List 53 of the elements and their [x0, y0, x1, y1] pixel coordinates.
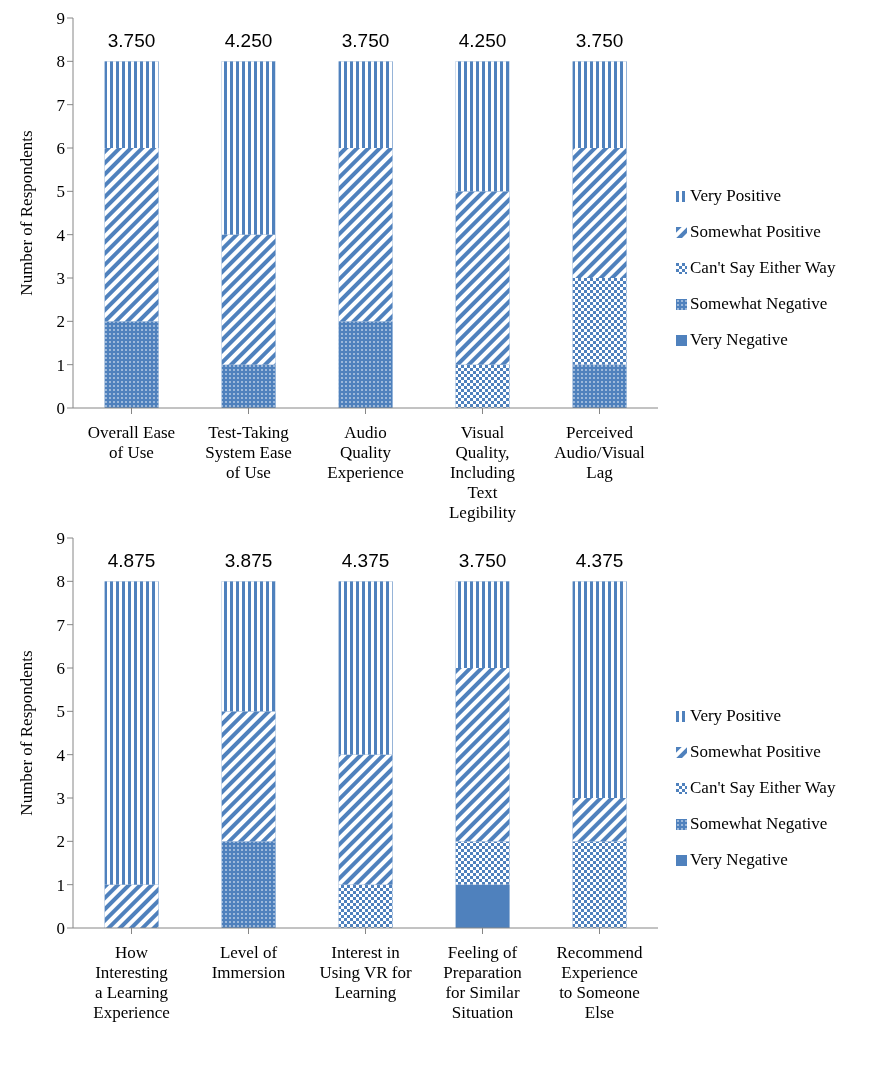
y-tick-label: 3	[56, 789, 65, 809]
y-tick-label: 2	[56, 312, 65, 332]
legend-label: Somewhat Negative	[690, 294, 828, 314]
legend-label: Somewhat Positive	[690, 222, 821, 242]
bar	[455, 884, 510, 928]
x-tick-label: Level of Immersion	[211, 943, 286, 982]
annotation: 4.375	[341, 550, 390, 572]
legend-label: Can't Say Either Way	[690, 778, 836, 798]
annotation: 3.750	[341, 30, 390, 52]
annotation: 4.250	[458, 30, 507, 52]
x-tick-label: Overall Ease of Use	[87, 423, 176, 462]
legend-label: Somewhat Positive	[690, 742, 821, 762]
legend-label: Very Negative	[690, 850, 788, 870]
y-tick-label: 6	[56, 139, 65, 159]
y-tick-label: 5	[56, 182, 65, 202]
annotation: 4.375	[575, 550, 624, 572]
y-tick-label: 7	[56, 95, 66, 115]
legend-label: Very Positive	[690, 186, 782, 206]
annotation: 3.875	[224, 550, 273, 572]
y-tick-label: 1	[56, 355, 65, 375]
y-tick-label: 3	[56, 269, 65, 289]
x-tick-label: Recommend Experience to Someone Else	[556, 943, 643, 1022]
y-tick-label: 9	[56, 529, 65, 549]
annotation: 3.750	[575, 30, 624, 52]
legend-label: Can't Say Either Way	[690, 258, 836, 278]
annotation: 3.750	[458, 550, 507, 572]
x-tick-label: Audio Quality Experience	[327, 423, 404, 482]
x-tick-label: Feeling of Preparation for Similar Situation	[443, 943, 523, 1022]
x-tick-label: Visual Quality, Including Text Legibility	[448, 423, 517, 522]
x-tick-label: How Interesting a Learning Experience	[93, 943, 170, 1022]
x-tick-label: Test-Taking System Ease of Use	[205, 423, 292, 482]
y-tick-label: 1	[56, 875, 65, 895]
legend-label: Very Positive	[690, 706, 782, 726]
y-axis-title: Number of Respondents	[17, 650, 37, 816]
legend-label: Somewhat Negative	[690, 814, 828, 834]
y-axis-title: Number of Respondents	[17, 130, 37, 296]
y-tick-label: 4	[56, 745, 66, 765]
y-tick-label: 2	[56, 832, 65, 852]
y-tick-label: 6	[56, 659, 65, 679]
x-tick-label: Perceived Audio/Visual Lag	[554, 423, 646, 482]
y-tick-label: 7	[56, 615, 66, 635]
annotation: 4.250	[224, 30, 273, 52]
annotation: 3.750	[107, 30, 156, 52]
y-tick-label: 0	[56, 919, 65, 939]
y-tick-label: 4	[56, 225, 66, 245]
legend-label: Very Negative	[690, 330, 788, 350]
y-tick-label: 5	[56, 702, 65, 722]
y-tick-label: 8	[56, 52, 65, 72]
y-tick-label: 8	[56, 572, 65, 592]
y-tick-label: 9	[56, 9, 65, 29]
y-tick-label: 0	[56, 399, 65, 419]
x-tick-label: Interest in Using VR for Learning	[319, 943, 412, 1002]
annotation: 4.875	[107, 550, 156, 572]
